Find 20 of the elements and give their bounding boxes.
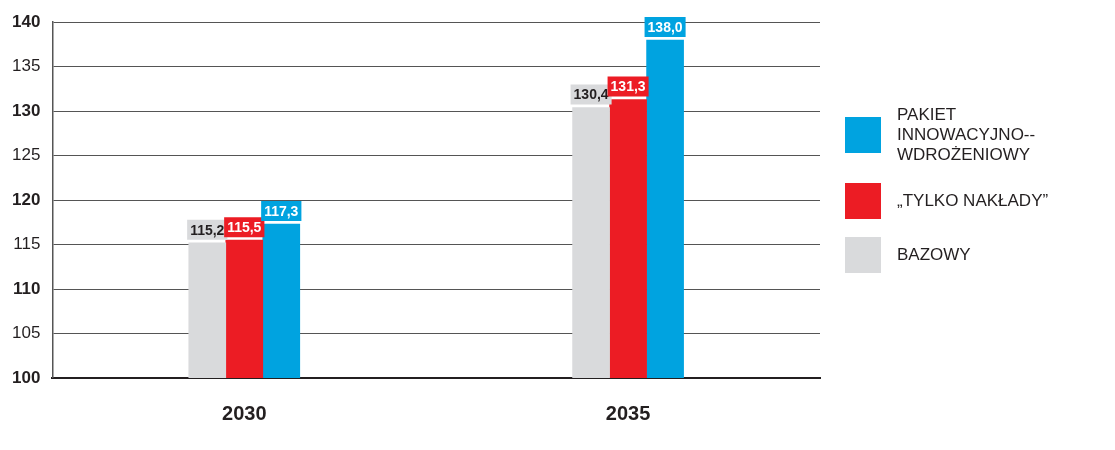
data-label: 117,3 <box>264 202 299 219</box>
y-tick-label: 130 <box>11 100 41 120</box>
y-tick-label: 120 <box>11 189 41 209</box>
data-label: 138,0 <box>647 18 683 35</box>
x-tick-label: 2035 <box>605 401 651 424</box>
data-label: 115,2 <box>190 221 225 238</box>
legend-label: PAKIET INNOWACYJNO--WDROŻENIOWY <box>897 105 1037 165</box>
y-tick-label: 125 <box>11 145 41 165</box>
y-tick-label: 135 <box>11 56 41 76</box>
data-label: 131,3 <box>610 78 646 95</box>
y-tick-label: 115 <box>13 234 41 254</box>
y-tick-label: 100 <box>11 367 41 387</box>
legend-label: „TYLKO NAKŁADY” <box>897 191 1050 211</box>
y-tick-label: 110 <box>12 278 41 298</box>
y-tick-label: 105 <box>11 323 41 343</box>
data-label: 130,4 <box>573 86 609 103</box>
legend-label: BAZOWY <box>897 245 972 265</box>
y-tick-label: 140 <box>11 11 41 31</box>
x-tick-label: 2030 <box>222 401 267 424</box>
data-label: 115,5 <box>227 218 262 235</box>
